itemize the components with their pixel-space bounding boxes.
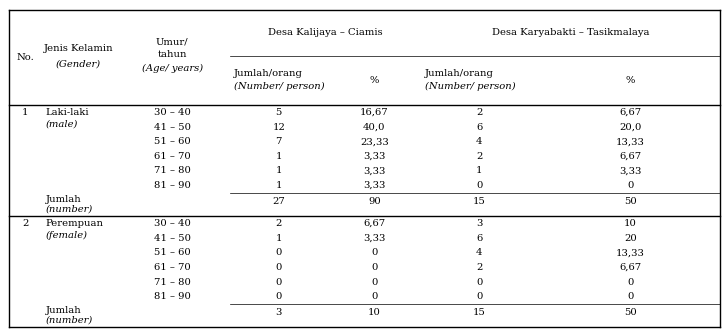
Text: Perempuan: Perempuan bbox=[46, 219, 104, 228]
Text: 13,33: 13,33 bbox=[616, 248, 645, 257]
Text: 3,33: 3,33 bbox=[620, 166, 641, 175]
Text: 6,67: 6,67 bbox=[620, 108, 641, 117]
Text: 30 – 40: 30 – 40 bbox=[154, 108, 190, 117]
Text: 51 – 60: 51 – 60 bbox=[154, 248, 190, 257]
Text: (number): (number) bbox=[46, 316, 93, 325]
Text: No.: No. bbox=[17, 53, 34, 62]
Text: %: % bbox=[370, 76, 379, 85]
Text: 2: 2 bbox=[22, 219, 28, 228]
Text: 2: 2 bbox=[476, 108, 482, 117]
Text: 2: 2 bbox=[476, 263, 482, 272]
Text: 0: 0 bbox=[628, 292, 634, 301]
Text: 41 – 50: 41 – 50 bbox=[153, 234, 191, 243]
Text: 3,33: 3,33 bbox=[363, 166, 385, 175]
Text: 0: 0 bbox=[276, 278, 282, 287]
Text: 6,67: 6,67 bbox=[620, 152, 641, 161]
Text: 0: 0 bbox=[276, 263, 282, 272]
Text: Desa Karyabakti – Tasikmalaya: Desa Karyabakti – Tasikmalaya bbox=[492, 28, 649, 37]
Text: (Age/ years): (Age/ years) bbox=[142, 64, 203, 73]
Text: 0: 0 bbox=[276, 292, 282, 301]
Text: 5: 5 bbox=[276, 108, 282, 117]
Text: 1: 1 bbox=[276, 181, 282, 190]
Text: 6,67: 6,67 bbox=[363, 219, 385, 228]
Text: Jenis Kelamin: Jenis Kelamin bbox=[43, 44, 113, 53]
Text: 1: 1 bbox=[276, 152, 282, 161]
Text: 51 – 60: 51 – 60 bbox=[154, 137, 190, 146]
Text: %: % bbox=[626, 76, 635, 85]
Text: 20,0: 20,0 bbox=[620, 123, 641, 132]
Text: 12: 12 bbox=[272, 123, 285, 132]
Text: 1: 1 bbox=[22, 108, 28, 117]
Text: 0: 0 bbox=[371, 263, 377, 272]
Text: (Number/ person): (Number/ person) bbox=[425, 82, 515, 91]
Text: 6,67: 6,67 bbox=[620, 263, 641, 272]
Text: 81 – 90: 81 – 90 bbox=[154, 181, 190, 190]
Text: 41 – 50: 41 – 50 bbox=[153, 123, 191, 132]
Text: 61 – 70: 61 – 70 bbox=[154, 263, 190, 272]
Text: 10: 10 bbox=[624, 219, 637, 228]
Text: (Gender): (Gender) bbox=[56, 59, 101, 68]
Text: Jumlah/orang: Jumlah/orang bbox=[234, 68, 303, 77]
Text: 1: 1 bbox=[476, 166, 482, 175]
Text: 15: 15 bbox=[473, 308, 486, 317]
Text: 16,67: 16,67 bbox=[360, 108, 389, 117]
Text: 50: 50 bbox=[624, 308, 637, 317]
Text: Jumlah/orang: Jumlah/orang bbox=[425, 68, 494, 77]
Text: 3,33: 3,33 bbox=[363, 152, 385, 161]
Text: 4: 4 bbox=[476, 248, 482, 257]
Text: 90: 90 bbox=[368, 197, 381, 206]
Text: 4: 4 bbox=[476, 137, 482, 146]
Text: 6: 6 bbox=[476, 123, 482, 132]
Text: 0: 0 bbox=[371, 292, 377, 301]
Text: Jumlah: Jumlah bbox=[46, 195, 81, 204]
Text: 3: 3 bbox=[476, 219, 482, 228]
Text: 61 – 70: 61 – 70 bbox=[154, 152, 190, 161]
Text: 2: 2 bbox=[476, 152, 482, 161]
Text: 0: 0 bbox=[628, 181, 634, 190]
Text: 6: 6 bbox=[476, 234, 482, 243]
Text: (female): (female) bbox=[46, 231, 88, 240]
Text: 10: 10 bbox=[368, 308, 381, 317]
Text: (male): (male) bbox=[46, 120, 78, 129]
Text: 1: 1 bbox=[276, 234, 282, 243]
Text: Desa Kalijaya – Ciamis: Desa Kalijaya – Ciamis bbox=[269, 28, 383, 37]
Text: 3: 3 bbox=[276, 308, 282, 317]
Text: 7: 7 bbox=[276, 137, 282, 146]
Text: 15: 15 bbox=[473, 197, 486, 206]
Text: 81 – 90: 81 – 90 bbox=[154, 292, 190, 301]
Text: Umur/: Umur/ bbox=[156, 37, 189, 46]
Text: Laki-laki: Laki-laki bbox=[46, 108, 89, 117]
Text: 40,0: 40,0 bbox=[363, 123, 386, 132]
Text: 20: 20 bbox=[624, 234, 637, 243]
Text: 2: 2 bbox=[276, 219, 282, 228]
Text: 71 – 80: 71 – 80 bbox=[154, 166, 190, 175]
Text: 3,33: 3,33 bbox=[363, 234, 385, 243]
Text: Jumlah: Jumlah bbox=[46, 306, 81, 315]
Text: 71 – 80: 71 – 80 bbox=[154, 278, 190, 287]
Text: 0: 0 bbox=[276, 248, 282, 257]
Text: (number): (number) bbox=[46, 205, 93, 214]
Text: 1: 1 bbox=[276, 166, 282, 175]
Text: 0: 0 bbox=[371, 278, 377, 287]
Text: 0: 0 bbox=[476, 181, 482, 190]
Text: 23,33: 23,33 bbox=[360, 137, 389, 146]
Text: 13,33: 13,33 bbox=[616, 137, 645, 146]
Text: tahun: tahun bbox=[158, 50, 187, 59]
Text: 27: 27 bbox=[272, 197, 285, 206]
Text: 0: 0 bbox=[628, 278, 634, 287]
Text: 3,33: 3,33 bbox=[363, 181, 385, 190]
Text: 0: 0 bbox=[371, 248, 377, 257]
Text: 30 – 40: 30 – 40 bbox=[154, 219, 190, 228]
Text: 0: 0 bbox=[476, 278, 482, 287]
Text: 50: 50 bbox=[624, 197, 637, 206]
Text: 0: 0 bbox=[476, 292, 482, 301]
Text: (Number/ person): (Number/ person) bbox=[234, 82, 324, 91]
